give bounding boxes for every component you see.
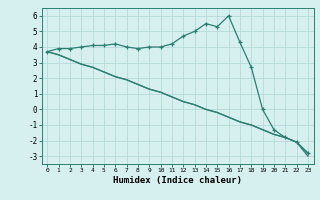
X-axis label: Humidex (Indice chaleur): Humidex (Indice chaleur) — [113, 176, 242, 185]
